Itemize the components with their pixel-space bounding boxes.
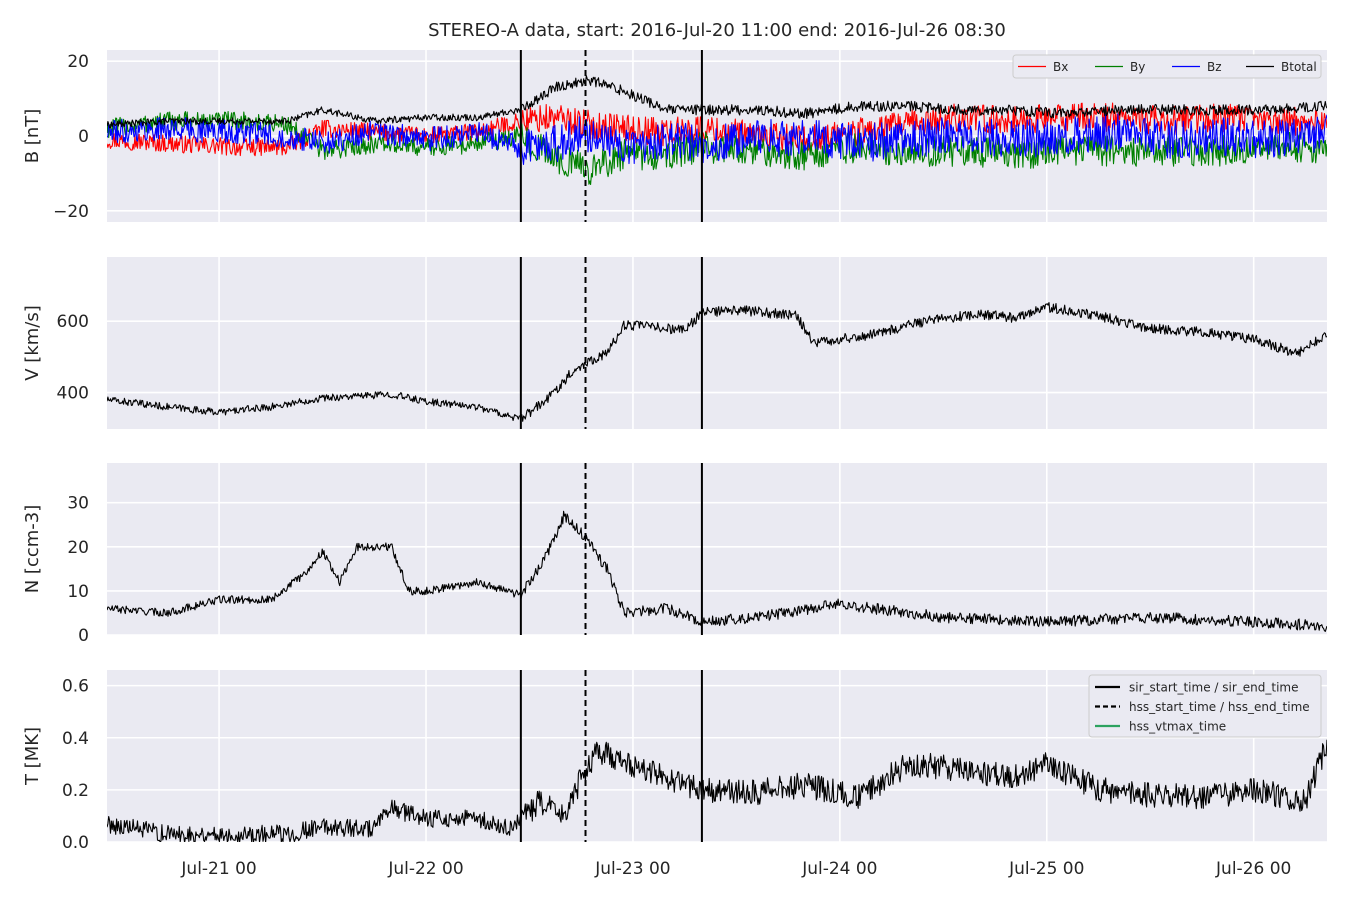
series-line-btotal bbox=[107, 75, 1327, 129]
y-tick-label: 20 bbox=[67, 538, 89, 558]
legend-label: hss_start_time / hss_end_time bbox=[1129, 700, 1310, 714]
y-tick-label: 0.4 bbox=[62, 729, 89, 749]
legend-label: Btotal bbox=[1281, 60, 1317, 74]
series-line-bz bbox=[107, 113, 1327, 165]
y-tick-label: 30 bbox=[67, 494, 89, 514]
series-group bbox=[107, 739, 1327, 842]
x-tick-label: Jul-22 00 bbox=[387, 859, 463, 879]
legend-box bbox=[1012, 54, 1322, 79]
x-tick-label: Jul-26 00 bbox=[1215, 859, 1291, 879]
y-tick-label: 10 bbox=[67, 582, 89, 602]
legend-label: sir_start_time / sir_end_time bbox=[1129, 681, 1299, 695]
y-tick-label: 0.0 bbox=[62, 833, 89, 853]
y-tick-label: 400 bbox=[57, 384, 89, 404]
y-tick-label: 600 bbox=[57, 312, 89, 332]
x-tick-label: Jul-25 00 bbox=[1008, 859, 1084, 879]
legend-label: hss_vtmax_time bbox=[1129, 720, 1226, 734]
x-tick-label: Jul-23 00 bbox=[594, 859, 670, 879]
y-axis-label: N [ccm-3] bbox=[22, 505, 43, 594]
legend-label: Bx bbox=[1053, 60, 1068, 74]
plot-area bbox=[107, 463, 1327, 635]
plot-area bbox=[107, 257, 1327, 429]
series-line-data bbox=[107, 510, 1327, 632]
chart-title: STEREO-A data, start: 2016-Jul-20 11:00 … bbox=[428, 20, 1006, 41]
legend-box bbox=[1088, 674, 1322, 738]
y-tick-label: 20 bbox=[67, 52, 89, 72]
density-panel: 0 10 20 30 N [ccm-3] bbox=[22, 463, 1327, 646]
x-axis-tick-labels: Jul-21 00 Jul-22 00 Jul-23 00 Jul-24 00 Jul-… bbox=[180, 859, 1291, 879]
legend: Bx By Bz Btotal bbox=[1012, 54, 1322, 79]
velocity-panel: 400 600 V [km/s] bbox=[22, 257, 1327, 429]
legend-label: Bz bbox=[1207, 60, 1222, 74]
series-line-data bbox=[107, 302, 1327, 422]
x-tick-label: Jul-21 00 bbox=[180, 859, 256, 879]
y-tick-label: −20 bbox=[53, 202, 89, 222]
x-tick-label: Jul-24 00 bbox=[801, 859, 877, 879]
series-group bbox=[107, 75, 1327, 186]
temperature-panel: 0.0 0.2 0.4 0.6 T [MK] sir_start_time / sir_e… bbox=[22, 670, 1327, 853]
panels: −20 0 20 B [nT] Bx By Bz Btotal 400 600 V [km/s] 0 1… bbox=[22, 50, 1327, 853]
series-line-by bbox=[107, 111, 1327, 186]
magnetic-field-panel: −20 0 20 B [nT] Bx By Bz Btotal bbox=[22, 50, 1327, 222]
y-tick-label: 0.2 bbox=[62, 781, 89, 801]
series-group bbox=[107, 510, 1327, 632]
legend: sir_start_time / sir_end_time hss_start_t… bbox=[1088, 674, 1322, 738]
series-group bbox=[107, 302, 1327, 422]
y-axis-label: V [km/s] bbox=[22, 305, 43, 380]
y-axis-label: T [MK] bbox=[22, 727, 43, 786]
y-tick-label: 0.6 bbox=[62, 677, 89, 697]
y-axis-label: B [nT] bbox=[22, 109, 43, 164]
series-line-data bbox=[107, 739, 1327, 842]
y-tick-label: 0 bbox=[78, 626, 89, 646]
legend-label: By bbox=[1130, 60, 1145, 74]
y-tick-label: 0 bbox=[78, 127, 89, 147]
